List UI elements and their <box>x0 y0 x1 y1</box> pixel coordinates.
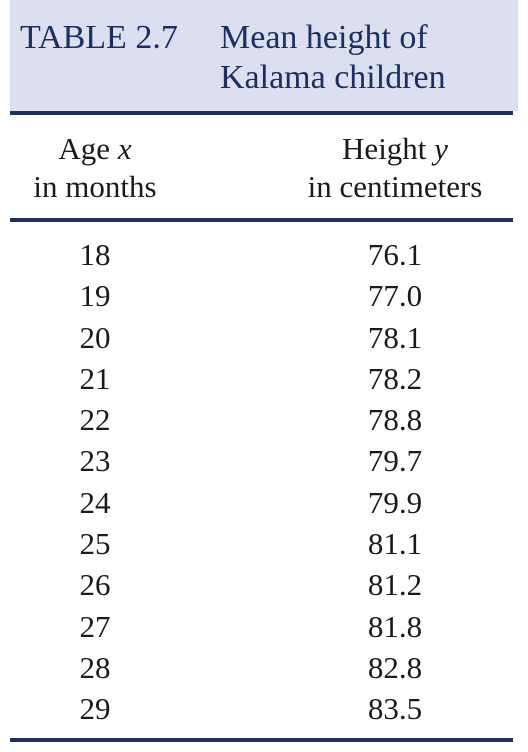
age-cell: 23 <box>79 443 111 479</box>
top-rule <box>10 111 513 115</box>
table-row: 25 81.1 <box>0 523 528 564</box>
height-cell: 77.0 <box>367 278 423 314</box>
column-header-height-label: Height <box>342 131 435 166</box>
height-cell: 78.1 <box>367 319 423 355</box>
table-row: 20 78.1 <box>0 317 528 358</box>
column-header-age-line-1: Age x <box>10 130 180 168</box>
bottom-rule <box>10 738 513 742</box>
table-title-line-2: Kalama children <box>220 59 446 96</box>
table-row: 29 83.5 <box>0 688 528 729</box>
age-cell: 26 <box>79 567 111 603</box>
age-cell: 29 <box>79 691 111 727</box>
column-header-height: Height y in centimeters <box>270 130 520 206</box>
age-cell: 21 <box>79 360 111 396</box>
column-header-height-line-2: in centimeters <box>307 169 483 204</box>
age-cell: 25 <box>79 526 111 562</box>
height-cell: 81.8 <box>367 608 423 644</box>
height-cell: 78.2 <box>367 360 423 396</box>
table-row: 23 79.7 <box>0 440 528 481</box>
table-row: 28 82.8 <box>0 647 528 688</box>
age-cell: 22 <box>79 402 111 438</box>
column-header-age: Age x in months <box>10 130 180 206</box>
table-row: 24 79.9 <box>0 482 528 523</box>
table-row: 18 76.1 <box>0 234 528 275</box>
table-header-band <box>10 0 518 111</box>
height-cell: 82.8 <box>367 649 423 685</box>
table-row: 21 78.2 <box>0 358 528 399</box>
table-row: 19 77.0 <box>0 275 528 316</box>
age-cell: 19 <box>79 278 111 314</box>
age-cell: 27 <box>79 608 111 644</box>
header-rule <box>10 218 513 222</box>
height-cell: 83.5 <box>367 691 423 727</box>
height-cell: 81.1 <box>367 526 423 562</box>
column-header-age-line-2: in months <box>33 169 157 204</box>
column-header-height-variable: y <box>434 131 448 166</box>
table-row: 26 81.2 <box>0 564 528 605</box>
age-cell: 20 <box>79 319 111 355</box>
table-title: Mean height of Kalama children <box>220 18 510 98</box>
height-cell: 78.8 <box>367 402 423 438</box>
table-row: 27 81.8 <box>0 606 528 647</box>
column-header-age-variable: x <box>117 131 132 166</box>
table-row: 22 78.8 <box>0 399 528 440</box>
height-cell: 79.7 <box>367 443 423 479</box>
age-cell: 18 <box>79 237 111 272</box>
table-body: 18 76.1 19 77.0 20 78.1 21 78.2 22 78.8 23 79.7 24 79… <box>0 234 528 730</box>
height-cell: 76.1 <box>367 237 423 272</box>
table-number: TABLE 2.7 <box>20 19 178 56</box>
column-header-age-label: Age <box>58 131 118 166</box>
height-cell: 81.2 <box>367 567 423 603</box>
height-cell: 79.9 <box>367 484 423 520</box>
table-title-line-1: Mean height of <box>220 19 428 56</box>
column-header-height-line-1: Height y <box>270 130 520 168</box>
age-cell: 28 <box>79 649 111 685</box>
age-cell: 24 <box>79 484 111 520</box>
